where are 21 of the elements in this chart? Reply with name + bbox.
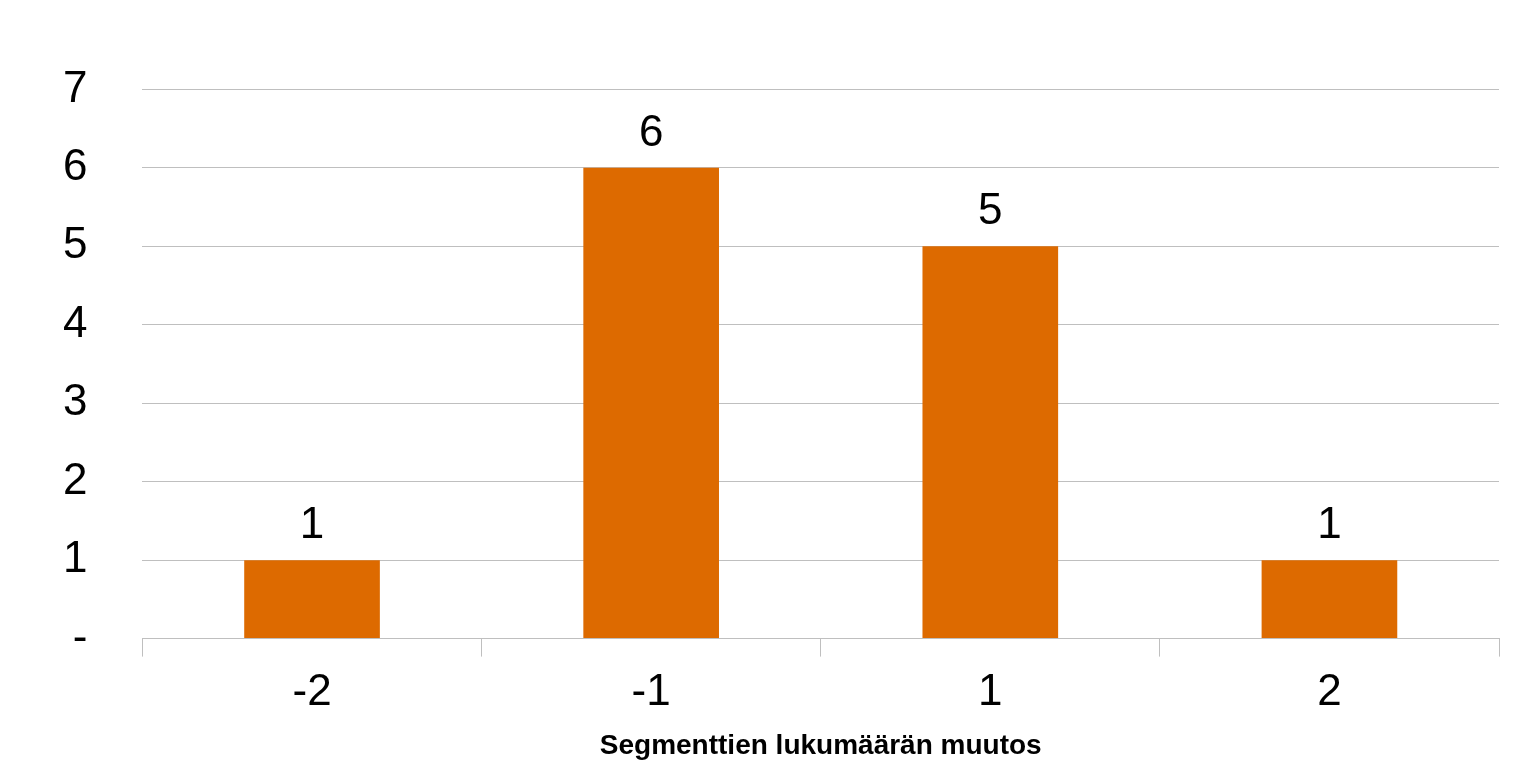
bar xyxy=(244,560,380,639)
bar xyxy=(922,246,1059,639)
x-tick-label: -1 xyxy=(631,665,671,715)
bar xyxy=(1261,560,1398,639)
y-tick-label: 5 xyxy=(62,218,88,268)
bar xyxy=(583,167,719,639)
y-tick-label: 1 xyxy=(62,532,88,582)
x-tick-label: 1 xyxy=(978,665,1003,715)
x-tick-label: 2 xyxy=(1317,665,1342,715)
y-tick-label: 2 xyxy=(62,453,88,503)
y-tick-label: 4 xyxy=(62,296,88,346)
data-label: 1 xyxy=(1317,498,1342,548)
y-tick-label: 3 xyxy=(62,375,88,425)
y-tick-label: - xyxy=(72,610,88,660)
y-tick-label: 6 xyxy=(62,140,88,189)
x-tick-label: -2 xyxy=(292,665,332,715)
data-label: 5 xyxy=(978,184,1003,234)
x-axis-title: Segmenttien lukumäärän muutos xyxy=(599,728,1042,760)
data-label: 6 xyxy=(638,106,664,155)
y-tick-label: 7 xyxy=(62,61,88,111)
data-label: 1 xyxy=(299,498,325,548)
